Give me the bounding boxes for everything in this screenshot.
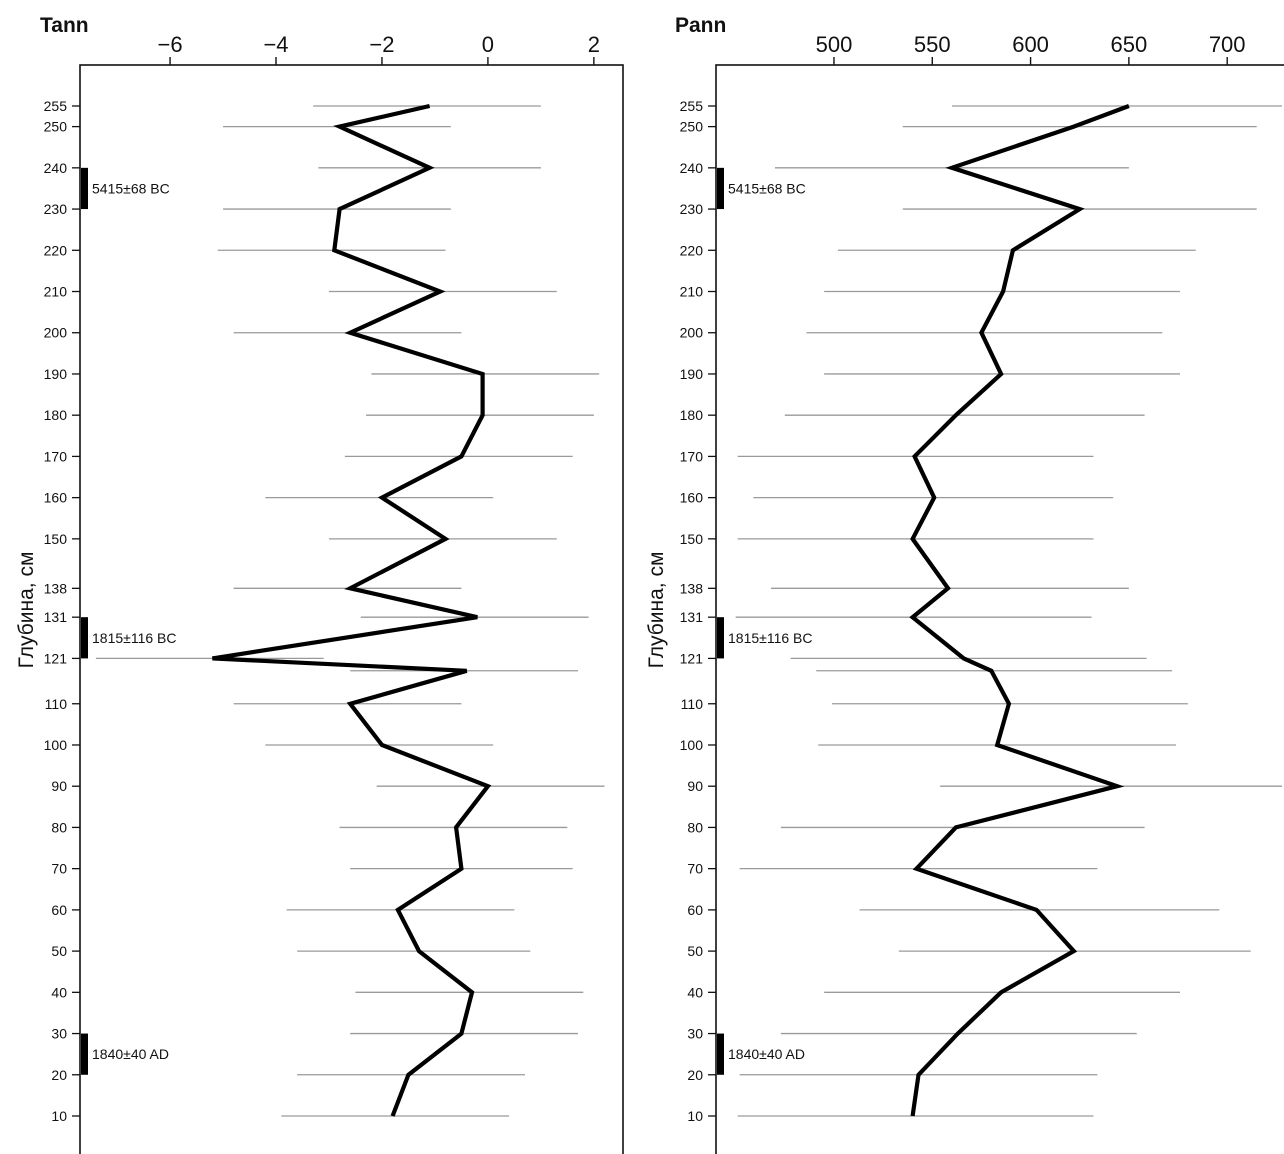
tann-y-tick-label: 20 [51, 1067, 67, 1083]
tann-y-tick-label: 30 [51, 1026, 67, 1042]
pann-y-tick-label: 10 [687, 1108, 703, 1124]
pann-y-tick-label: 70 [687, 861, 703, 877]
tann-y-tick-label: 100 [44, 737, 68, 753]
tann-y-tick-label: 190 [44, 366, 68, 382]
pann-x-ticks: 500 550 600 650 700 [816, 32, 1246, 65]
pann-y-tick-label: 90 [687, 778, 703, 794]
tann-date-label: 1840±40 AD [92, 1046, 169, 1062]
tann-y-tick-label: 110 [45, 696, 68, 712]
tann-date-label: 5415±68 BC [92, 180, 170, 196]
tann-y-tick-label: 180 [44, 407, 68, 423]
pann-date-label: 1840±40 AD [728, 1046, 805, 1062]
pann-plot-frame [715, 64, 1284, 1154]
tann-y-tick-label: 90 [51, 778, 67, 794]
pann-y-tick-label: 20 [687, 1067, 703, 1083]
pann-date-label: 1815±116 BC [728, 630, 813, 646]
pann-y-tick-label: 200 [680, 325, 704, 341]
pann-y-tick-label: 30 [687, 1026, 703, 1042]
pann-y-tick-label: 138 [680, 580, 704, 596]
pann-y-tick-label: 220 [680, 242, 704, 258]
pann-panel: Pann Глубина, см 500 550 600 650 700 2552502… [645, 14, 1284, 1154]
tann-date-marker [81, 167, 88, 210]
tann-date-marker [81, 617, 88, 659]
tann-y-tick-label: 10 [51, 1108, 67, 1124]
pann-y-tick-label: 131 [680, 609, 704, 625]
pann-y-tick-label: 240 [680, 160, 704, 176]
tann-y-tick-label: 138 [44, 580, 68, 596]
pann-date-marker [717, 1033, 724, 1075]
tann-y-tick-label: 150 [44, 531, 68, 547]
pann-x-tick-label: 500 [816, 32, 853, 57]
pann-x-tick-label: 700 [1209, 32, 1246, 57]
pann-x-tick-label: 600 [1012, 32, 1049, 57]
tann-y-tick-label: 70 [51, 861, 67, 877]
pann-y-tick-label: 170 [680, 448, 704, 464]
pann-date-label: 5415±68 BC [728, 180, 806, 196]
tann-x-tick-label: −4 [263, 32, 288, 57]
tann-date-markers: 5415±68 BC 1815±116 BC 1840±40 AD [81, 167, 177, 1075]
tann-panel: Tann Глубина, см −6 −4 −2 0 2 255 250 240 230 22… [15, 14, 624, 1154]
pann-y-tick-label: 50 [687, 943, 703, 959]
tann-y-tick-label: 160 [44, 490, 68, 506]
pann-series-line [909, 104, 1130, 1117]
tann-y-tick-label: 220 [44, 242, 68, 258]
tann-x-tick-label: −6 [158, 32, 183, 57]
pann-y-tick-label: 60 [687, 902, 703, 918]
pann-y-tick-label: 110 [681, 696, 704, 712]
tann-y-tick-label: 170 [44, 448, 68, 464]
pann-y-tick-label: 230 [680, 201, 704, 217]
pann-date-marker [717, 167, 724, 210]
tann-y-tick-label: 200 [44, 325, 68, 341]
pann-y-tick-label: 210 [680, 284, 704, 300]
pann-y-tick-label: 255 [680, 98, 704, 114]
tann-y-tick-label: 121 [44, 650, 68, 666]
pann-y-tick-label: 150 [680, 531, 704, 547]
pann-y-tick-label: 40 [687, 984, 703, 1000]
pann-y-ticks: 255 250 240 230 220 210 200 190 180 170 160 150 138 1… [680, 98, 716, 1124]
tann-y-tick-label: 255 [44, 98, 68, 114]
tann-x-ticks: −6 −4 −2 0 2 [158, 32, 600, 65]
tann-y-ticks: 255 250 240 230 220 210 200 190 180 170 160 150 138 1… [44, 98, 80, 1124]
tann-y-axis-label: Глубина, см [15, 552, 38, 669]
pann-x-tick-label: 550 [914, 32, 951, 57]
tann-x-tick-label: 2 [588, 32, 600, 57]
pann-date-markers: 5415±68 BC 1815±116 BC 1840±40 AD [717, 167, 813, 1075]
pann-y-axis-label: Глубина, см [645, 552, 668, 669]
tann-series [212, 103, 492, 1117]
pann-panel-title: Pann [675, 14, 726, 37]
tann-series-line [212, 103, 492, 1117]
pann-error-bars [735, 105, 1282, 1117]
tann-x-tick-label: 0 [482, 32, 494, 57]
tann-panel-title: Tann [40, 14, 89, 37]
tann-plot-frame [79, 64, 624, 1154]
tann-x-tick-label: −2 [369, 32, 394, 57]
pann-y-tick-label: 80 [687, 819, 703, 835]
tann-y-tick-label: 80 [51, 819, 67, 835]
pann-y-tick-label: 160 [680, 490, 704, 506]
tann-y-tick-label: 131 [44, 609, 68, 625]
pann-x-tick-label: 650 [1111, 32, 1148, 57]
pann-y-tick-label: 180 [680, 407, 704, 423]
pann-y-tick-label: 121 [680, 650, 704, 666]
pann-y-tick-label: 100 [680, 737, 704, 753]
tann-date-label: 1815±116 BC [92, 630, 177, 646]
tann-y-tick-label: 250 [44, 119, 68, 135]
tann-y-tick-label: 50 [51, 943, 67, 959]
tann-y-tick-label: 40 [51, 984, 67, 1000]
pann-date-marker [717, 617, 724, 659]
tann-y-tick-label: 60 [51, 902, 67, 918]
pann-y-tick-label: 250 [680, 119, 704, 135]
pann-series [909, 104, 1130, 1117]
tann-y-tick-label: 210 [44, 284, 68, 300]
pann-y-tick-label: 190 [680, 366, 704, 382]
tann-date-marker [81, 1033, 88, 1075]
tann-y-tick-label: 240 [44, 160, 68, 176]
tann-y-tick-label: 230 [44, 201, 68, 217]
